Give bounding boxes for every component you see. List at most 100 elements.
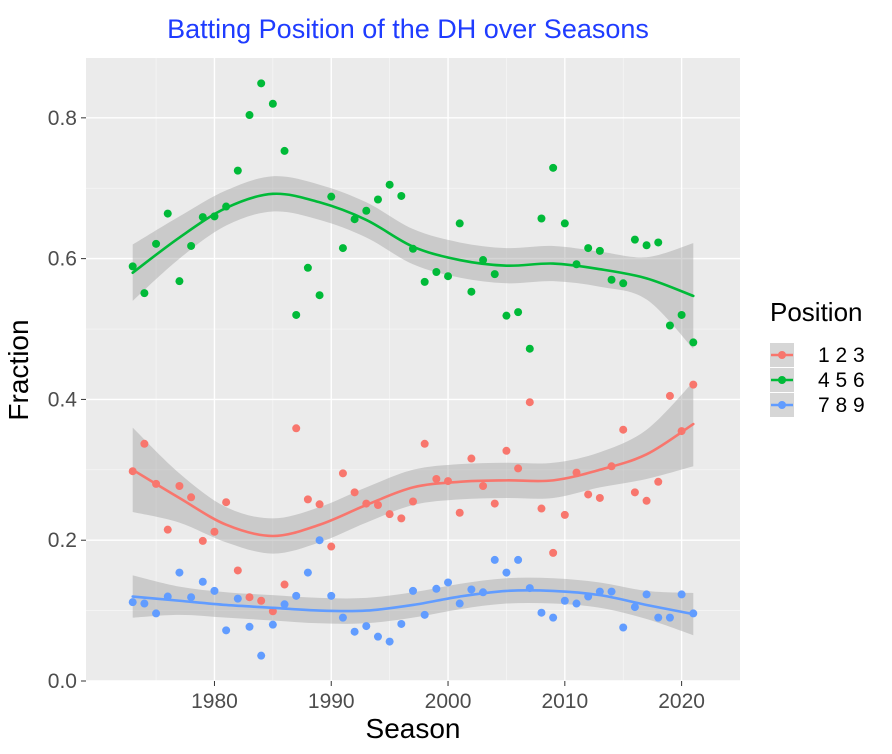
- data-point: [397, 191, 406, 200]
- data-point: [420, 610, 429, 619]
- data-point: [619, 623, 628, 632]
- data-point: [257, 79, 266, 88]
- x-tick-label: 1990: [308, 690, 355, 713]
- data-point: [222, 626, 231, 635]
- x-tick-label: 2010: [541, 690, 588, 713]
- data-point: [444, 272, 453, 281]
- data-point: [303, 568, 312, 577]
- data-point: [268, 620, 277, 629]
- data-point: [175, 277, 184, 286]
- data-point: [630, 488, 639, 497]
- data-point: [338, 613, 347, 622]
- data-point: [549, 613, 558, 622]
- data-point: [327, 192, 336, 201]
- data-point: [677, 310, 686, 319]
- smooth-lines: [131, 192, 695, 616]
- data-point: [233, 566, 242, 575]
- data-point: [385, 510, 394, 519]
- legend-label: 4 5 6: [818, 369, 865, 392]
- data-point: [292, 591, 301, 600]
- data-point: [689, 338, 698, 347]
- data-point: [233, 594, 242, 603]
- chart-title: Batting Position of the DH over Seasons: [167, 14, 649, 44]
- data-point: [338, 244, 347, 253]
- data-point: [654, 613, 663, 622]
- data-point: [490, 499, 499, 508]
- data-point: [303, 495, 312, 504]
- legend-key-point: [778, 351, 786, 359]
- plot-panel: [86, 58, 740, 681]
- data-point: [315, 500, 324, 509]
- y-tick-label: 0.6: [48, 248, 77, 271]
- data-point: [665, 391, 674, 400]
- legend-title: Position: [770, 297, 863, 327]
- data-point: [198, 577, 207, 586]
- data-point: [268, 607, 277, 616]
- data-point: [467, 585, 476, 594]
- data-point: [642, 590, 651, 599]
- data-point: [362, 622, 371, 631]
- data-point: [432, 474, 441, 483]
- data-point: [385, 637, 394, 646]
- data-point: [525, 344, 534, 353]
- x-tick-label: 2020: [658, 690, 705, 713]
- data-point: [642, 496, 651, 505]
- data-point: [514, 308, 523, 317]
- confidence-band-series-1: [132, 381, 694, 554]
- data-point: [420, 277, 429, 286]
- data-point: [607, 275, 616, 284]
- data-point: [444, 578, 453, 587]
- major-gridlines: [86, 58, 740, 682]
- smooth-line-series-1: [131, 422, 695, 538]
- data-point: [280, 146, 289, 155]
- data-point: [630, 235, 639, 244]
- data-point: [455, 219, 464, 228]
- y-tick-label: 0.0: [48, 670, 77, 693]
- legend-items: 1 2 34 5 67 8 9: [770, 343, 865, 417]
- confidence-band-series-2: [132, 176, 694, 349]
- data-point: [280, 580, 289, 589]
- y-tick-label: 0.4: [48, 388, 78, 411]
- data-point: [163, 209, 172, 218]
- data-point: [338, 469, 347, 478]
- data-point: [432, 584, 441, 593]
- data-point: [549, 163, 558, 172]
- data-point: [257, 651, 266, 660]
- data-point: [292, 310, 301, 319]
- data-point: [560, 219, 569, 228]
- data-point: [689, 380, 698, 389]
- data-point: [572, 599, 581, 608]
- data-point: [525, 398, 534, 407]
- data-point: [163, 525, 172, 534]
- data-point: [467, 454, 476, 463]
- data-point: [175, 482, 184, 490]
- data-point: [210, 586, 219, 595]
- data-point: [619, 425, 628, 434]
- data-point: [502, 446, 511, 455]
- data-point: [665, 321, 674, 330]
- data-point: [467, 287, 476, 296]
- data-point: [490, 555, 499, 564]
- data-point: [152, 609, 161, 618]
- data-point: [420, 439, 429, 448]
- y-tick-label: 0.8: [48, 107, 77, 130]
- data-point: [128, 262, 137, 271]
- data-point: [409, 586, 417, 595]
- data-point: [455, 508, 464, 517]
- data-point: [350, 215, 359, 224]
- data-point: [327, 591, 336, 600]
- data-point: [607, 587, 616, 596]
- x-axis-title: Season: [366, 713, 461, 744]
- y-tick-label: 0.2: [48, 529, 77, 552]
- data-point: [432, 268, 441, 276]
- data-point: [677, 590, 686, 599]
- data-point: [187, 593, 196, 602]
- data-point: [245, 593, 254, 602]
- data-point: [327, 542, 336, 551]
- data-point: [222, 498, 231, 507]
- data-point: [187, 241, 196, 250]
- data-point: [245, 111, 254, 120]
- data-point: [397, 514, 406, 523]
- data-point: [362, 206, 371, 215]
